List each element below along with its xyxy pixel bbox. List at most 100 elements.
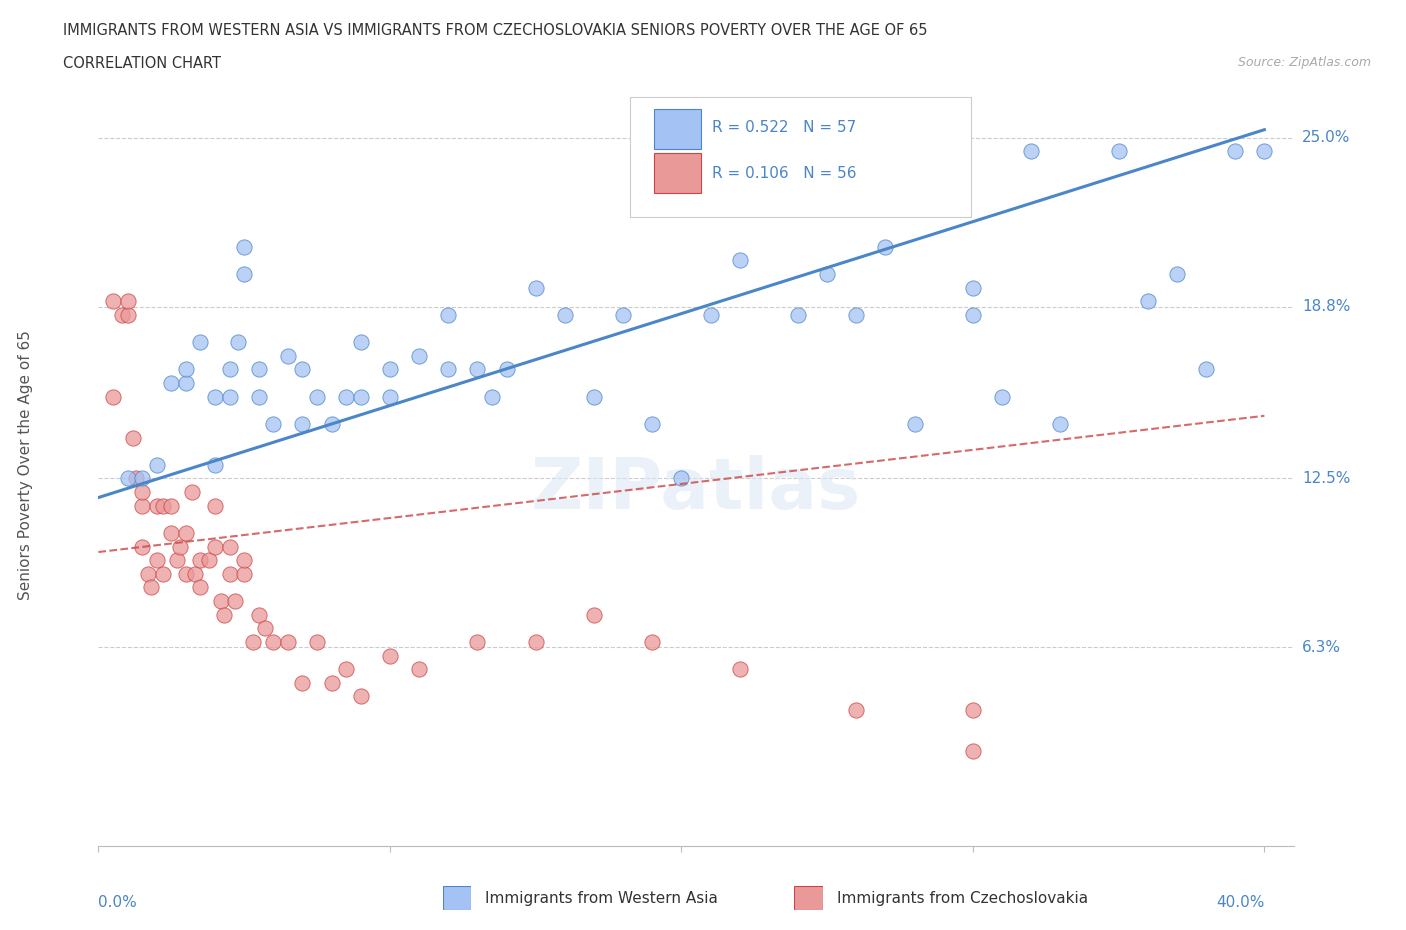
Point [125, 471, 148, 485]
Point [262, 417, 284, 432]
Point [1019, 144, 1042, 159]
Point [224, 593, 246, 608]
Point [233, 552, 256, 567]
Point [204, 498, 226, 513]
FancyBboxPatch shape [630, 97, 970, 218]
Point [962, 703, 984, 718]
Point [145, 552, 167, 567]
Text: Immigrants from Western Asia: Immigrants from Western Asia [485, 891, 718, 906]
Point [787, 308, 810, 323]
Point [101, 390, 124, 405]
Text: Source: ZipAtlas.com: Source: ZipAtlas.com [1237, 56, 1371, 69]
Point [169, 539, 191, 554]
Point [204, 390, 226, 405]
Point [467, 634, 489, 649]
Point [1136, 294, 1159, 309]
Text: ZIPatlas: ZIPatlas [531, 455, 860, 524]
Point [174, 376, 197, 391]
Point [209, 593, 232, 608]
Point [247, 390, 270, 405]
Text: Immigrants from Czechoslovakia: Immigrants from Czechoslovakia [837, 891, 1088, 906]
Point [218, 566, 240, 581]
Point [174, 362, 197, 377]
Point [233, 239, 256, 254]
Point [321, 417, 343, 432]
Point [1253, 144, 1275, 159]
Point [190, 552, 212, 567]
Point [582, 607, 605, 622]
Point [728, 662, 751, 677]
Point [728, 253, 751, 268]
Point [305, 390, 328, 405]
Point [641, 634, 664, 649]
Point [145, 498, 167, 513]
Point [233, 267, 256, 282]
Point [111, 308, 134, 323]
Point [815, 267, 838, 282]
Text: 18.8%: 18.8% [1302, 299, 1351, 314]
Point [962, 280, 984, 295]
Point [145, 458, 167, 472]
Point [242, 634, 264, 649]
Point [291, 675, 314, 690]
Point [671, 471, 693, 485]
FancyBboxPatch shape [654, 153, 700, 193]
Point [582, 390, 605, 405]
Point [131, 539, 153, 554]
Point [204, 458, 226, 472]
Point [117, 294, 139, 309]
Point [1049, 417, 1071, 432]
Point [160, 498, 183, 513]
Point [437, 308, 460, 323]
Point [174, 566, 197, 581]
Point [437, 362, 460, 377]
Point [903, 417, 925, 432]
Point [160, 376, 183, 391]
Text: Seniors Poverty Over the Age of 65: Seniors Poverty Over the Age of 65 [18, 330, 32, 600]
Point [291, 417, 314, 432]
Point [699, 308, 721, 323]
Point [131, 485, 153, 499]
Point [277, 634, 299, 649]
Text: 25.0%: 25.0% [1302, 130, 1351, 145]
Text: IMMIGRANTS FROM WESTERN ASIA VS IMMIGRANTS FROM CZECHOSLOVAKIA SENIORS POVERTY O: IMMIGRANTS FROM WESTERN ASIA VS IMMIGRAN… [63, 23, 928, 38]
Point [117, 471, 139, 485]
Text: CORRELATION CHART: CORRELATION CHART [63, 56, 221, 71]
Point [524, 280, 547, 295]
Point [218, 362, 240, 377]
Point [875, 239, 897, 254]
Point [335, 662, 357, 677]
Point [253, 621, 276, 636]
Point [166, 552, 188, 567]
Point [1195, 362, 1218, 377]
Point [641, 417, 664, 432]
Point [1166, 267, 1188, 282]
Point [991, 390, 1014, 405]
Point [131, 471, 153, 485]
Text: 12.5%: 12.5% [1302, 471, 1351, 486]
Point [554, 308, 576, 323]
Point [183, 566, 205, 581]
Point [378, 648, 401, 663]
Text: 40.0%: 40.0% [1216, 896, 1264, 910]
Point [524, 634, 547, 649]
Point [962, 743, 984, 758]
Point [212, 607, 235, 622]
Text: 0.0%: 0.0% [98, 896, 138, 910]
Point [190, 335, 212, 350]
Point [190, 580, 212, 595]
Point [218, 390, 240, 405]
Point [218, 539, 240, 554]
Point [262, 634, 284, 649]
Point [305, 634, 328, 649]
Point [350, 390, 373, 405]
Point [408, 349, 430, 364]
Point [204, 539, 226, 554]
Point [139, 580, 162, 595]
Point [378, 362, 401, 377]
Point [378, 390, 401, 405]
Point [198, 552, 221, 567]
Point [350, 689, 373, 704]
Point [247, 362, 270, 377]
Point [228, 335, 250, 350]
